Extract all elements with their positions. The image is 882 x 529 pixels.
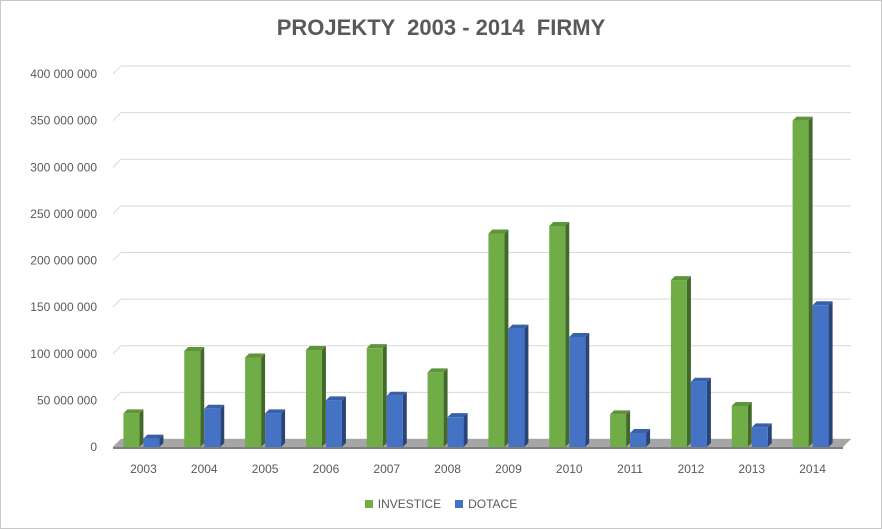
legend-swatch-dotace xyxy=(455,500,464,508)
bar-dotace-2011 xyxy=(630,429,651,447)
bar-dotace-2009 xyxy=(508,324,529,447)
bar-dotace-2014 xyxy=(812,301,833,447)
y-tick-label: 150 000 000 xyxy=(30,300,97,314)
legend-label-dotace: DOTACE xyxy=(468,497,518,511)
chart-floor xyxy=(113,439,851,447)
x-tick-label: 2006 xyxy=(313,462,340,476)
x-tick-label: 2007 xyxy=(373,462,400,476)
bar-investice-2014 xyxy=(792,116,813,447)
y-tick-label: 250 000 000 xyxy=(30,207,97,221)
bar-dotace-2004 xyxy=(204,404,225,447)
bar-investice-2011 xyxy=(610,410,631,447)
x-tick-label: 2009 xyxy=(495,462,522,476)
bar-dotace-2003 xyxy=(143,434,164,447)
x-tick-label: 2011 xyxy=(617,462,643,476)
bar-investice-2004 xyxy=(184,346,205,447)
gridline-depth xyxy=(112,252,122,261)
bar-investice-2005 xyxy=(245,353,266,447)
x-tick-label: 2003 xyxy=(130,462,157,476)
y-tick-label: 400 000 000 xyxy=(30,67,97,81)
gridline-depth xyxy=(112,158,122,168)
bar-investice-2010 xyxy=(549,221,570,447)
bar-dotace-2006 xyxy=(325,396,346,447)
bar-investice-2012 xyxy=(670,276,691,447)
y-tick-label: 0 xyxy=(90,440,97,454)
gridline-depth xyxy=(112,298,122,308)
gridline-depth xyxy=(112,112,122,121)
legend-label-investice: INVESTICE xyxy=(377,497,442,511)
x-tick-label: 2014 xyxy=(799,462,826,476)
bar-dotace-2007 xyxy=(386,391,407,447)
bar-dotace-2010 xyxy=(569,332,590,447)
y-tick-label: 350 000 000 xyxy=(30,114,97,128)
y-tick-label: 200 000 000 xyxy=(30,254,97,268)
y-tick-label: 300 000 000 xyxy=(30,160,97,174)
bar-dotace-2008 xyxy=(447,413,468,447)
gridline-depth xyxy=(112,205,122,215)
x-tick-label: 2012 xyxy=(678,462,705,476)
bar-investice-2007 xyxy=(366,344,387,447)
bar-investice-2006 xyxy=(305,346,326,447)
bar-chart: 0 50 000 000 100 000 000 150 000 000 200 000… xyxy=(30,65,851,476)
legend-item-investice: INVESTICE xyxy=(364,497,442,511)
x-tick-label: 2005 xyxy=(252,462,279,476)
x-tick-label: 2010 xyxy=(556,462,583,476)
y-tick-label: 100 000 000 xyxy=(30,347,97,361)
bar-investice-2003 xyxy=(123,409,144,447)
x-tick-label: 2008 xyxy=(434,462,461,476)
x-tick-label: 2013 xyxy=(738,462,765,476)
bar-investice-2009 xyxy=(488,229,509,447)
chart-floor-edge xyxy=(113,447,843,449)
bar-dotace-2013 xyxy=(751,423,772,447)
gridline-depth xyxy=(112,392,122,401)
legend-swatch-investice xyxy=(364,500,373,508)
y-tick-label: 50 000 000 xyxy=(37,393,97,407)
x-tick-label: 2004 xyxy=(191,462,218,476)
gridline-depth xyxy=(112,345,122,355)
legend: INVESTICE DOTACE xyxy=(1,497,881,511)
legend-item-dotace: DOTACE xyxy=(455,497,517,511)
bar-dotace-2005 xyxy=(265,409,286,447)
bar-investice-2008 xyxy=(427,368,448,447)
bar-dotace-2012 xyxy=(690,377,711,447)
gridline-depth xyxy=(112,65,122,75)
chart-title: PROJEKTY 2003 - 2014 FIRMY xyxy=(276,15,606,40)
bar-investice-2013 xyxy=(731,401,752,447)
